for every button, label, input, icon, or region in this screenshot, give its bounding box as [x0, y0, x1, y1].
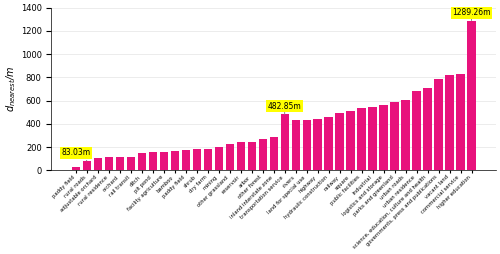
Bar	[390, 102, 398, 170]
Bar	[412, 91, 420, 170]
Bar	[204, 149, 212, 170]
Bar	[456, 74, 464, 170]
Bar	[258, 139, 267, 170]
Y-axis label: $d_{nearest}$/m: $d_{nearest}$/m	[4, 66, 18, 112]
Bar	[336, 114, 344, 170]
Bar	[270, 137, 278, 170]
Bar	[292, 120, 300, 170]
Bar	[402, 100, 409, 170]
Bar	[148, 152, 157, 170]
Bar	[82, 161, 91, 170]
Text: 1289.26m: 1289.26m	[452, 8, 491, 21]
Bar	[236, 142, 245, 170]
Bar	[368, 107, 376, 170]
Bar	[314, 119, 322, 170]
Bar	[446, 75, 454, 170]
Text: 83.03m: 83.03m	[61, 148, 90, 161]
Bar	[226, 144, 234, 170]
Text: 482.85m: 482.85m	[268, 102, 302, 114]
Bar	[182, 150, 190, 170]
Bar	[94, 158, 102, 170]
Bar	[358, 108, 366, 170]
Bar	[280, 114, 289, 170]
Bar	[116, 157, 124, 170]
Bar	[138, 153, 146, 170]
Bar	[434, 79, 442, 170]
Bar	[192, 149, 201, 170]
Bar	[380, 105, 388, 170]
Bar	[424, 88, 432, 170]
Bar	[170, 151, 179, 170]
Bar	[160, 152, 168, 170]
Bar	[248, 142, 256, 170]
Bar	[126, 157, 135, 170]
Bar	[104, 157, 113, 170]
Bar	[346, 111, 354, 170]
Bar	[302, 120, 310, 170]
Bar	[72, 167, 80, 170]
Bar	[214, 147, 223, 170]
Bar	[324, 117, 332, 170]
Bar	[468, 21, 475, 170]
